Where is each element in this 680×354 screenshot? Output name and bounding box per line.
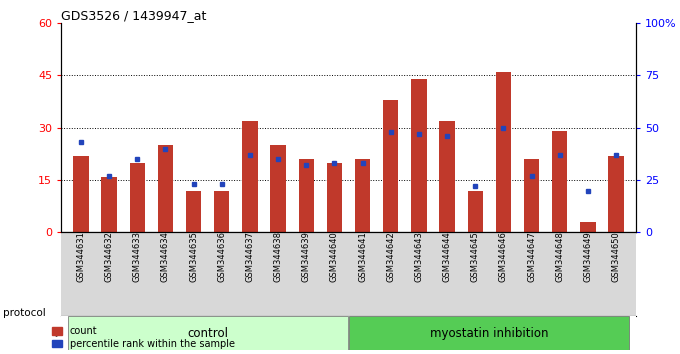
Bar xyxy=(158,145,173,233)
Bar xyxy=(439,121,455,233)
Bar xyxy=(524,159,539,233)
Text: GDS3526 / 1439947_at: GDS3526 / 1439947_at xyxy=(61,9,207,22)
Bar xyxy=(73,156,88,233)
Bar xyxy=(609,156,624,233)
Bar xyxy=(496,72,511,233)
Bar xyxy=(299,159,314,233)
Bar xyxy=(411,79,426,233)
Legend: count, percentile rank within the sample: count, percentile rank within the sample xyxy=(52,326,235,349)
Bar xyxy=(326,162,342,233)
Bar xyxy=(383,100,398,233)
Text: myostatin inhibition: myostatin inhibition xyxy=(430,327,549,340)
Bar xyxy=(355,159,371,233)
Bar xyxy=(468,190,483,233)
Bar xyxy=(214,190,229,233)
Bar xyxy=(580,222,596,233)
Text: protocol: protocol xyxy=(3,308,46,318)
Bar xyxy=(186,190,201,233)
Bar xyxy=(271,145,286,233)
Bar xyxy=(67,316,347,350)
Text: control: control xyxy=(187,327,228,340)
Bar xyxy=(552,131,568,233)
Bar xyxy=(350,316,630,350)
Bar xyxy=(101,177,117,233)
Bar xyxy=(242,121,258,233)
Bar xyxy=(129,162,145,233)
